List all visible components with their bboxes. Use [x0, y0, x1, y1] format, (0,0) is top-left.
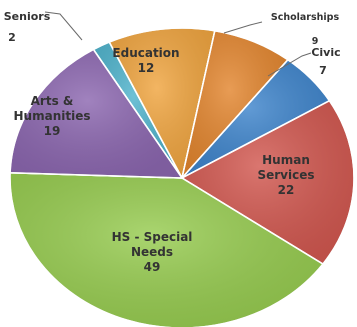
slice-label-seniors: Seniors 2	[4, 10, 51, 44]
slice-name-human-services: Services	[257, 168, 314, 182]
slice-name-hs-special-needs: Needs	[131, 245, 173, 259]
slice-name-civic: Civic	[311, 46, 340, 59]
slice-value-human-services: 22	[278, 183, 295, 197]
pie-slice-shade	[180, 99, 355, 266]
slice-name-seniors: Seniors	[4, 10, 51, 23]
leader-lines	[44, 11, 312, 77]
slice-value-arts-humanities: 19	[44, 124, 61, 138]
slice-label-human-services: Human Services 22	[257, 153, 314, 197]
slice-name-human-services: Human	[262, 153, 310, 167]
slice-value-civic: 7	[319, 64, 327, 77]
slice-value-hs-special-needs: 49	[144, 260, 161, 274]
pie-slice-shade	[108, 27, 216, 181]
slice-label-civic: Civic 7	[311, 46, 340, 77]
slice-value-scholarships: 9	[312, 36, 319, 47]
slice-label-hs-special-needs: HS - Special Needs 49	[112, 230, 193, 274]
slice-name-arts-humanities: Arts &	[31, 94, 74, 108]
slice-name-hs-special-needs: HS - Special	[112, 230, 193, 244]
slice-label-arts-humanities: Arts & Humanities 19	[14, 94, 91, 138]
slice-value-education: 12	[138, 61, 155, 75]
pie-slice-shade	[9, 171, 325, 327]
slice-name-scholarships: Scholarships	[271, 12, 340, 23]
leader-line-civic	[267, 52, 312, 77]
slice-label-scholarships: Scholarships 9	[271, 12, 340, 47]
pie-slice-shade	[9, 48, 184, 179]
slice-value-seniors: 2	[8, 31, 16, 44]
slice-name-arts-humanities: Humanities	[14, 109, 91, 123]
leader-line-scholarships	[223, 21, 263, 34]
pie-slices	[9, 27, 355, 327]
slice-name-education: Education	[112, 46, 179, 60]
slice-label-education: Education 12	[112, 46, 179, 75]
leader-line-seniors	[44, 11, 83, 41]
